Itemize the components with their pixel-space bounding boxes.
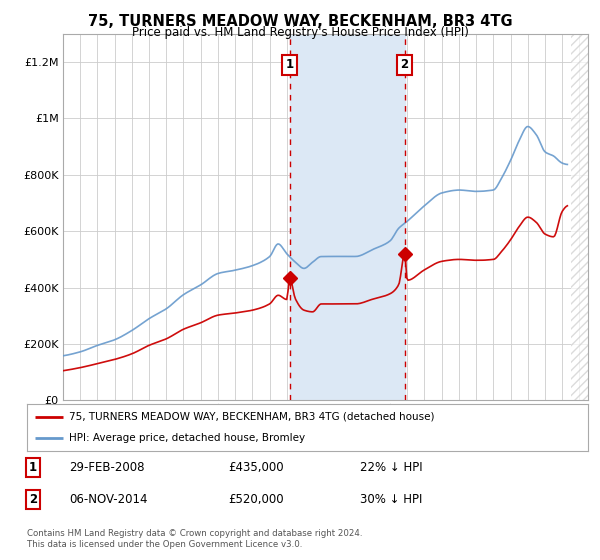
Text: Price paid vs. HM Land Registry's House Price Index (HPI): Price paid vs. HM Land Registry's House … <box>131 26 469 39</box>
Text: HPI: Average price, detached house, Bromley: HPI: Average price, detached house, Brom… <box>69 433 305 444</box>
Text: 30% ↓ HPI: 30% ↓ HPI <box>360 493 422 506</box>
Bar <box>571 34 588 400</box>
Text: Contains HM Land Registry data © Crown copyright and database right 2024.
This d: Contains HM Land Registry data © Crown c… <box>27 529 362 549</box>
Text: 2: 2 <box>401 58 409 71</box>
Bar <box>290 34 404 400</box>
Text: 06-NOV-2014: 06-NOV-2014 <box>69 493 148 506</box>
Text: £435,000: £435,000 <box>228 461 284 474</box>
Text: 75, TURNERS MEADOW WAY, BECKENHAM, BR3 4TG: 75, TURNERS MEADOW WAY, BECKENHAM, BR3 4… <box>88 14 512 29</box>
Text: 22% ↓ HPI: 22% ↓ HPI <box>360 461 422 474</box>
Text: 1: 1 <box>286 58 294 71</box>
Text: 1: 1 <box>29 461 37 474</box>
Text: £520,000: £520,000 <box>228 493 284 506</box>
Text: 29-FEB-2008: 29-FEB-2008 <box>69 461 145 474</box>
Text: 75, TURNERS MEADOW WAY, BECKENHAM, BR3 4TG (detached house): 75, TURNERS MEADOW WAY, BECKENHAM, BR3 4… <box>69 412 434 422</box>
Text: 2: 2 <box>29 493 37 506</box>
